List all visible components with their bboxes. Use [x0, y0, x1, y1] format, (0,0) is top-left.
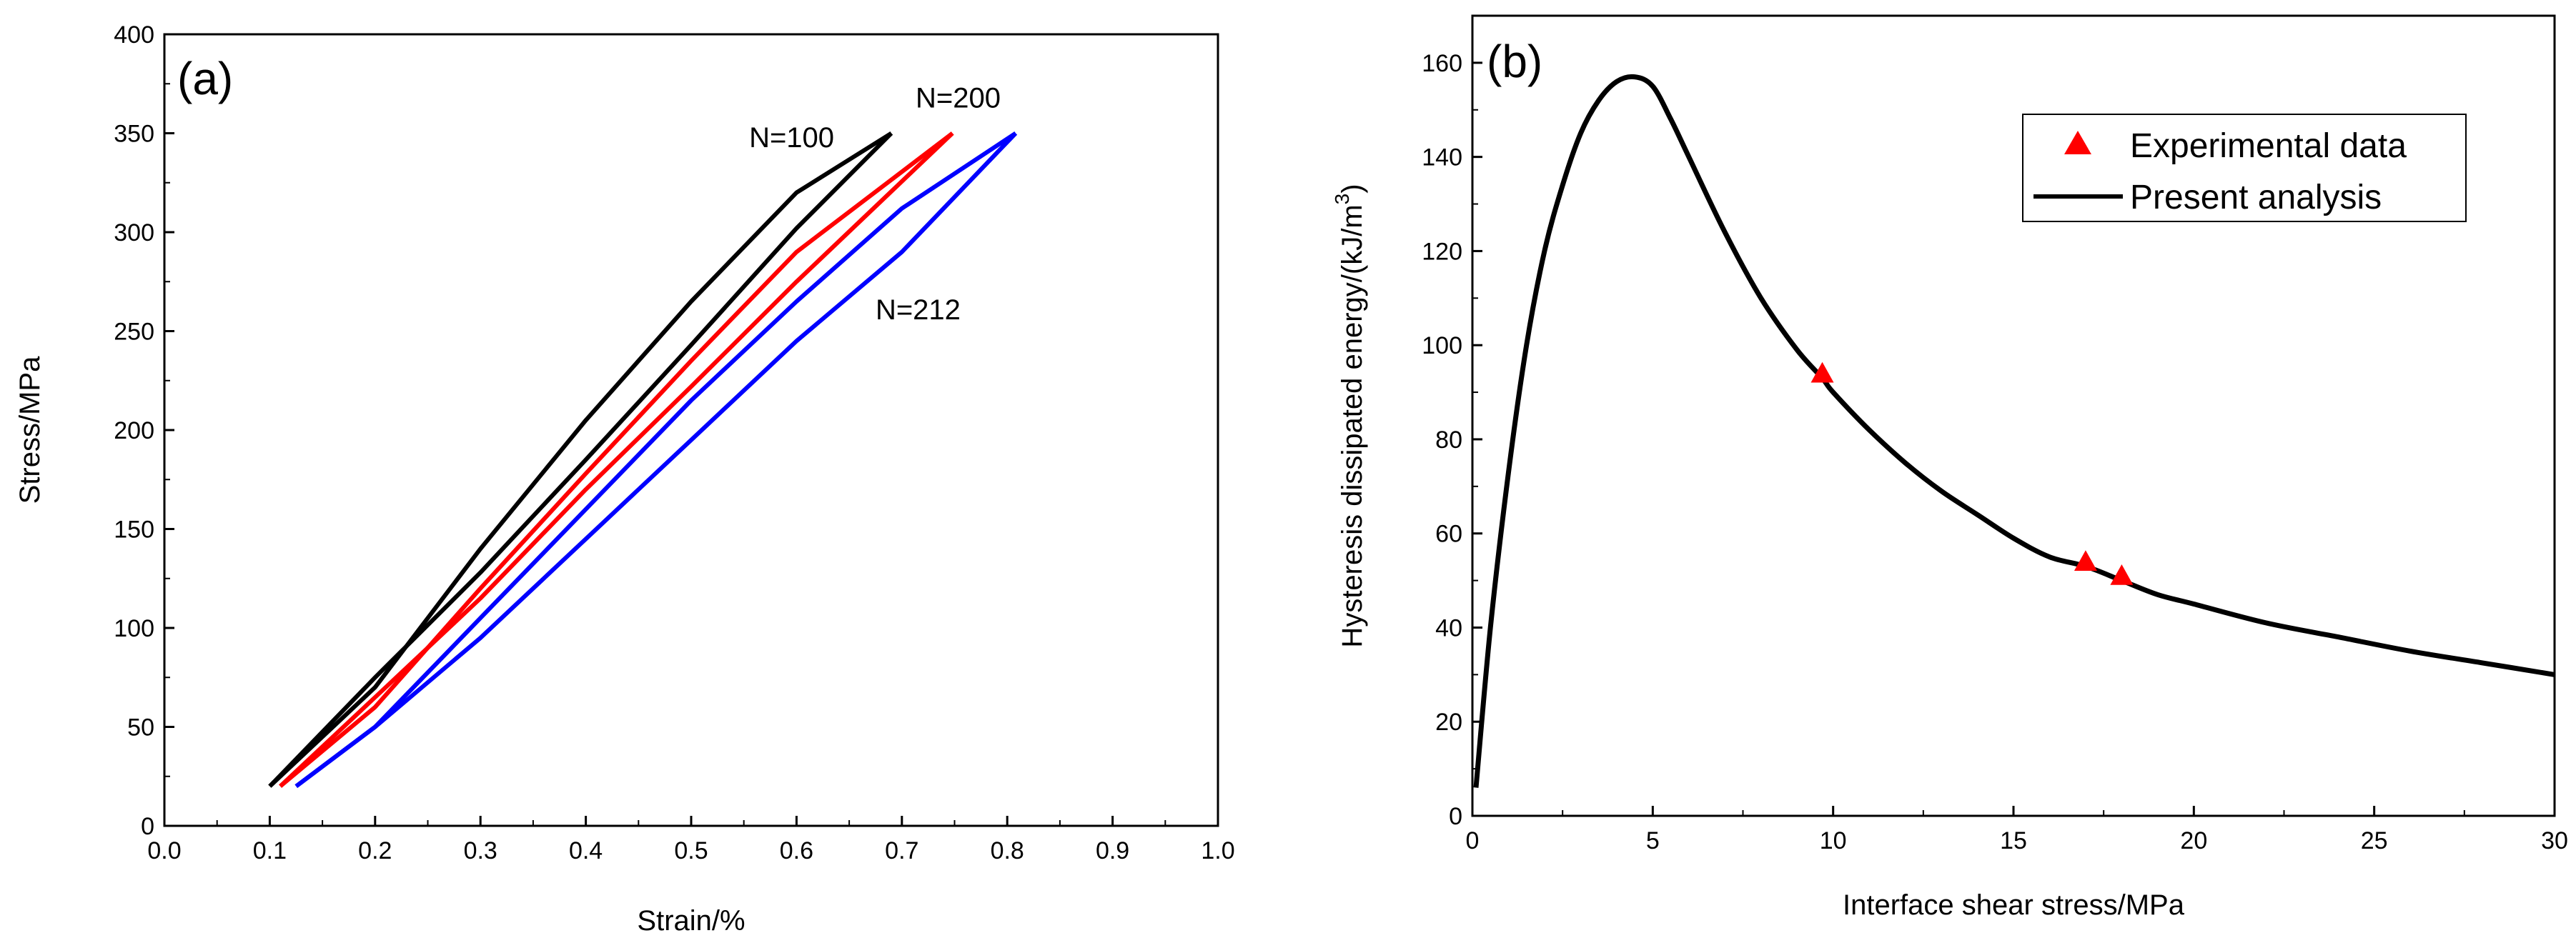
legend-experimental-marker — [2064, 131, 2091, 154]
y-tick-label: 160 — [1422, 50, 1462, 77]
panel-a-plot-frame — [163, 33, 1219, 827]
panel-b-tag: (b) — [1487, 36, 1542, 87]
y-tick-label: 40 — [1435, 614, 1462, 642]
series-n-200-unloading-line — [279, 131, 954, 788]
experimental-data-point — [2110, 564, 2134, 585]
panel-a-chart: 0.0 0.1 0.2 0.3 0.4 0.5 0.6 0.7 0.8 0.9 1.0 0 50 100… — [14, 21, 1235, 937]
panel-b-y-axis-label-end: ) — [1337, 184, 1368, 193]
x-tick-label: 5 — [1646, 827, 1660, 854]
experimental-data-point — [2074, 550, 2097, 572]
experimental-data-point — [1810, 361, 1834, 383]
x-tick-label: 0.0 — [147, 837, 181, 864]
panel-a-y-axis-label: Stress/MPa — [14, 356, 46, 504]
panel-a-x-axis-label: Strain/% — [637, 905, 745, 937]
legend-experimental-label: Experimental data — [2130, 127, 2407, 165]
y-tick-label: 0 — [1449, 803, 1462, 830]
series-n-100-loading-line — [268, 131, 893, 788]
curve-label-n-100: N=100 — [749, 122, 834, 154]
x-tick-label: 15 — [2000, 827, 2027, 854]
y-tick-label: 150 — [114, 517, 154, 544]
curve-label-n-200: N=200 — [916, 82, 1001, 114]
series-n-212-loading-line — [294, 131, 1017, 788]
y-tick-label: 100 — [114, 615, 154, 642]
x-tick-label: 0.7 — [885, 837, 918, 864]
panel-b-y-axis-label: Hysteresis dissipated energy/(kJ/m3) — [1331, 184, 1368, 647]
panel-b-chart: 0 5 10 15 20 25 30 0 20 40 60 80 100 120 140 160 (b) I… — [1331, 14, 2568, 921]
y-tick-label: 140 — [1422, 144, 1462, 171]
series-n-100-unloading-line — [268, 131, 893, 788]
series-n-212-unloading-line — [294, 131, 1018, 788]
y-tick-label: 80 — [1435, 426, 1462, 454]
x-tick-label: 20 — [2180, 827, 2207, 854]
y-tick-label: 0 — [141, 813, 154, 840]
panel-b-legend-box — [2022, 114, 2467, 222]
present-analysis-line — [1473, 74, 2555, 788]
x-tick-label: 0.8 — [991, 837, 1024, 864]
x-tick-label: 0 — [1466, 827, 1480, 854]
y-tick-label: 60 — [1435, 521, 1462, 548]
panel-b-curves — [1473, 74, 2555, 788]
panel-a-y-ticks: 0 50 100 150 200 250 300 350 400 — [114, 21, 174, 840]
panel-a-x-ticks: 0.0 0.1 0.2 0.3 0.4 0.5 0.6 0.7 0.8 0.9 1.0 — [147, 816, 1235, 864]
x-tick-label: 1.0 — [1201, 837, 1234, 864]
x-tick-label: 0.2 — [358, 837, 392, 864]
y-tick-label: 100 — [1422, 332, 1462, 359]
y-tick-label: 400 — [114, 21, 154, 49]
panel-a-tag: (a) — [177, 53, 233, 104]
x-tick-label: 25 — [2361, 827, 2388, 854]
panel-b-y-ticks: 0 20 40 60 80 100 120 140 160 — [1422, 50, 1482, 830]
y-tick-label: 300 — [114, 219, 154, 246]
x-tick-label: 0.5 — [674, 837, 708, 864]
y-tick-label: 200 — [114, 417, 154, 444]
x-tick-label: 30 — [2541, 827, 2568, 854]
legend-analysis-label: Present analysis — [2130, 179, 2382, 216]
x-tick-label: 10 — [1820, 827, 1847, 854]
curve-label-n-212: N=212 — [876, 294, 961, 326]
panel-b-legend: Experimental data Present analysis — [2022, 114, 2467, 222]
x-tick-label: 0.9 — [1096, 837, 1129, 864]
y-tick-label: 350 — [114, 121, 154, 148]
series-n-200-loading-line — [279, 131, 954, 788]
panel-b-y-axis-label-main: Hysteresis dissipated energy/(kJ/m — [1337, 204, 1368, 647]
panel-b-y-axis-label-sup: 3 — [1331, 194, 1353, 205]
y-tick-label: 50 — [127, 714, 154, 742]
panel-b-x-axis-label: Interface shear stress/MPa — [1843, 889, 2185, 921]
panel-a-curves — [268, 131, 1018, 788]
panel-b-x-ticks: 0 5 10 15 20 25 30 — [1466, 806, 2568, 854]
panel-a-annotations: N=100 N=200 N=212 — [749, 82, 1001, 325]
y-tick-label: 120 — [1422, 238, 1462, 265]
y-tick-label: 250 — [114, 319, 154, 346]
x-tick-label: 0.1 — [253, 837, 287, 864]
x-tick-label: 0.3 — [464, 837, 497, 864]
x-tick-label: 0.4 — [569, 837, 603, 864]
x-tick-label: 0.6 — [780, 837, 813, 864]
y-tick-label: 20 — [1435, 709, 1462, 736]
